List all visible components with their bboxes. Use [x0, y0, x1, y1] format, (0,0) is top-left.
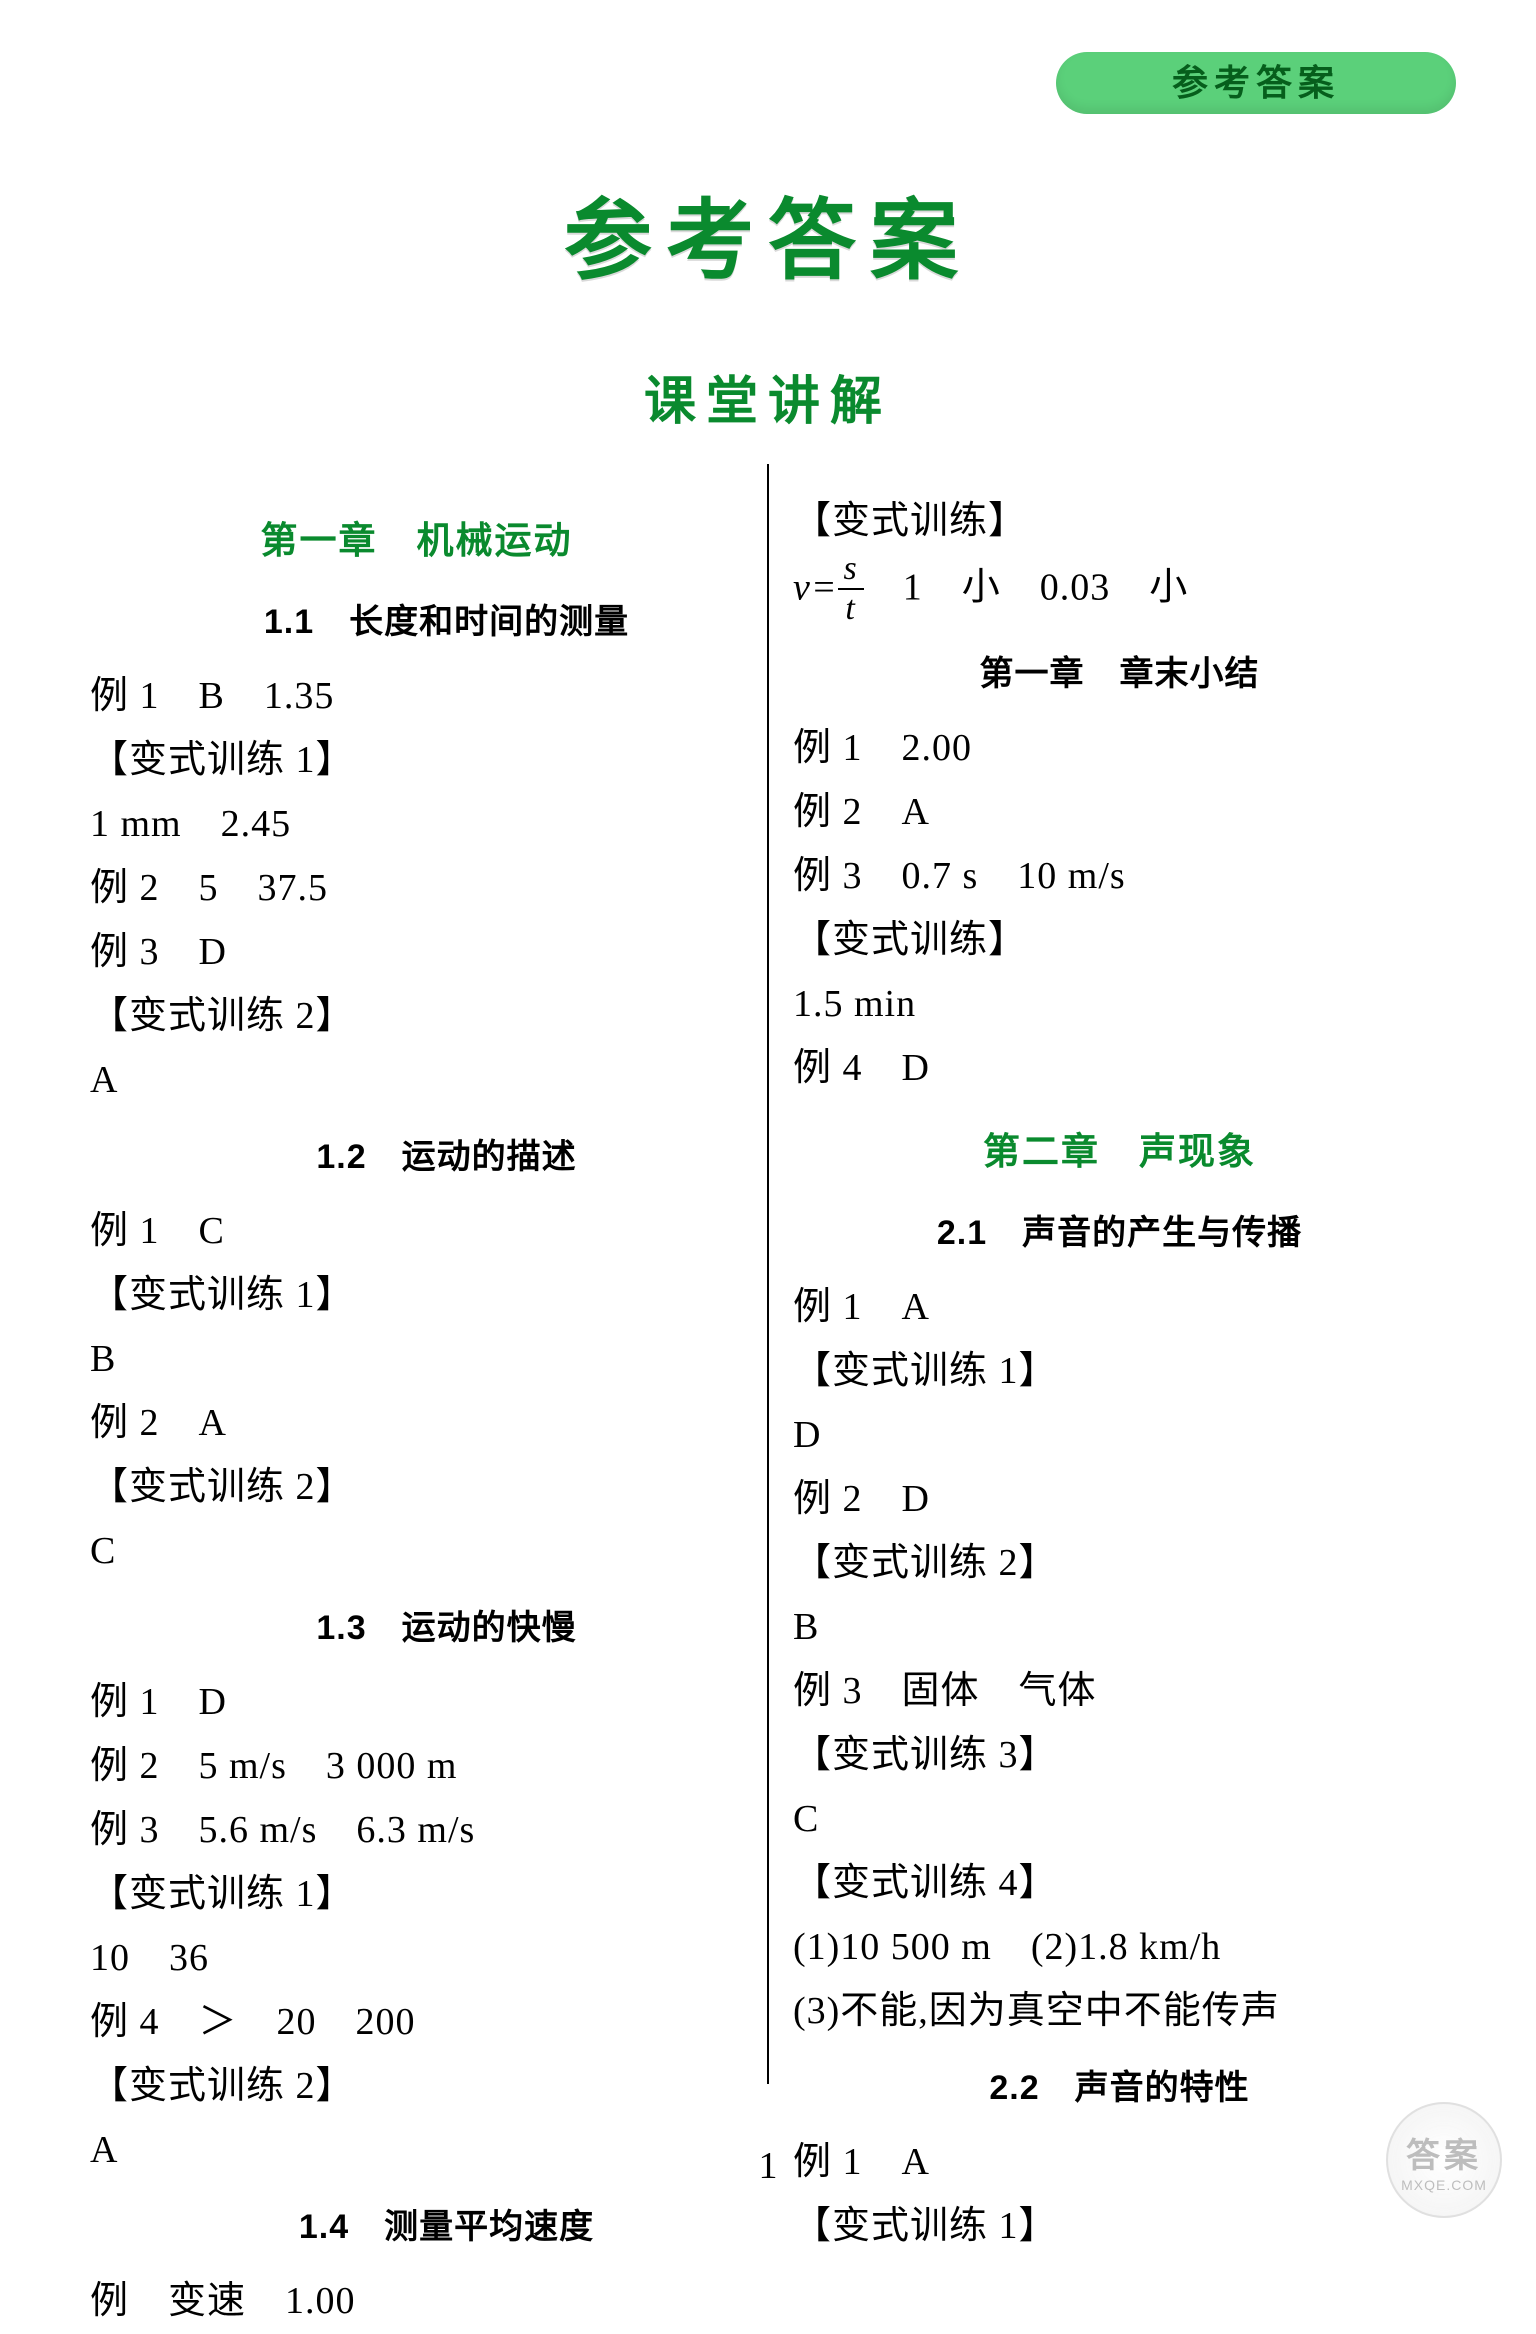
fraction-numerator: s [838, 552, 864, 590]
section-1-2-head: 1.2 运动的描述 [90, 1129, 743, 1178]
answer-line: 【变式训练 1】 [90, 1863, 743, 1925]
watermark-small-text: MXQE.COM [1401, 2177, 1487, 2193]
header-pill: 参考答案 [1056, 52, 1456, 114]
chapter-1-end-head: 第一章 章末小结 [793, 646, 1446, 695]
content-columns: 第一章 机械运动 1.1 长度和时间的测量 例 1 B 1.35 【变式训练 1… [80, 488, 1456, 2334]
answer-line: (1)10 500 m (2)1.8 km/h [793, 1916, 1446, 1978]
answer-line: 例 3 5.6 m/s 6.3 m/s [90, 1799, 743, 1861]
formula-v: v [793, 567, 811, 609]
answer-line: 例 3 D [90, 921, 743, 983]
formula-rest: 1 小 0.03 小 [864, 567, 1189, 609]
sub-title: 课堂讲解 [80, 359, 1456, 434]
answer-line: 例 变速 1.00 [90, 2270, 743, 2332]
answer-line: 【变式训练 2】 [90, 2055, 743, 2117]
watermark-big-text: 答案 [1406, 2128, 1482, 2177]
answer-line: 【变式训练 1】 [90, 729, 743, 791]
formula-fraction: st [838, 552, 864, 626]
answer-line: 例 4 ＞ 20 200 [90, 1991, 743, 2053]
answer-line: 1 mm 2.45 [90, 793, 743, 855]
answer-line: 【变式训练 4】 [793, 1852, 1446, 1914]
answer-line: 例 1 2.00 [793, 717, 1446, 779]
formula-line: v=st 1 小 0.03 小 [793, 554, 1446, 628]
answer-line: 【变式训练 3】 [793, 1724, 1446, 1786]
answer-line: 10 36 [90, 1927, 743, 1989]
answer-line: C [793, 1788, 1446, 1850]
section-2-1-head: 2.1 声音的产生与传播 [793, 1205, 1446, 1254]
answer-line: 例 2 5 37.5 [90, 857, 743, 919]
answer-line: 例 4 D [793, 1037, 1446, 1099]
right-column: 【变式训练】 v=st 1 小 0.03 小 第一章 章末小结 例 1 2.00… [769, 488, 1456, 2334]
answer-line: (3)不能,因为真空中不能传声 [793, 1980, 1446, 2042]
answer-line: 【变式训练 2】 [793, 1532, 1446, 1594]
fraction-denominator: t [838, 590, 864, 626]
answer-line: 【变式训练 2】 [90, 985, 743, 1047]
answer-line: 1.5 min [793, 973, 1446, 1035]
answer-line: 例 3 固体 气体 [793, 1660, 1446, 1722]
watermark-badge: 答案 MXQE.COM [1386, 2102, 1502, 2218]
answer-line: 【变式训练 1】 [793, 1340, 1446, 1402]
answer-line: 【变式训练】 [793, 490, 1446, 552]
answer-line: 例 2 D [793, 1468, 1446, 1530]
chapter-1-head: 第一章 机械运动 [90, 510, 743, 564]
answer-line: 【变式训练 2】 [90, 1456, 743, 1518]
answer-line: 【变式训练 1】 [90, 1264, 743, 1326]
left-column: 第一章 机械运动 1.1 长度和时间的测量 例 1 B 1.35 【变式训练 1… [80, 488, 767, 2334]
answer-line: D [793, 1404, 1446, 1466]
answer-line: B [90, 1328, 743, 1390]
answer-line: 例 2 5 m/s 3 000 m [90, 1735, 743, 1797]
answer-line: C [90, 1520, 743, 1582]
section-1-3-head: 1.3 运动的快慢 [90, 1600, 743, 1649]
answer-line: A [90, 1049, 743, 1111]
answer-line: B [793, 1596, 1446, 1658]
section-1-1-head: 1.1 长度和时间的测量 [90, 594, 743, 643]
answer-line: 例 3 0.7 s 10 m/s [793, 845, 1446, 907]
formula-eq: = [811, 567, 838, 609]
answer-line: 例 1 B 1.35 [90, 665, 743, 727]
page-root: 参考答案 参考答案 课堂讲解 第一章 机械运动 1.1 长度和时间的测量 例 1… [0, 0, 1536, 2244]
answer-line: 【变式训练 1】 [793, 2195, 1446, 2257]
answer-line: 【变式训练】 [793, 909, 1446, 971]
section-1-4-head: 1.4 测量平均速度 [90, 2199, 743, 2248]
answer-line: 例 2 A [793, 781, 1446, 843]
answer-line: 例 1 D [90, 1671, 743, 1733]
main-title: 参考答案 [80, 170, 1456, 297]
section-2-2-head: 2.2 声音的特性 [793, 2060, 1446, 2109]
answer-line: 例 1 C [90, 1200, 743, 1262]
answer-line: 例 1 A [793, 1276, 1446, 1338]
chapter-2-head: 第二章 声现象 [793, 1121, 1446, 1175]
answer-line: 例 2 A [90, 1392, 743, 1454]
page-number: 1 [0, 2144, 1536, 2188]
